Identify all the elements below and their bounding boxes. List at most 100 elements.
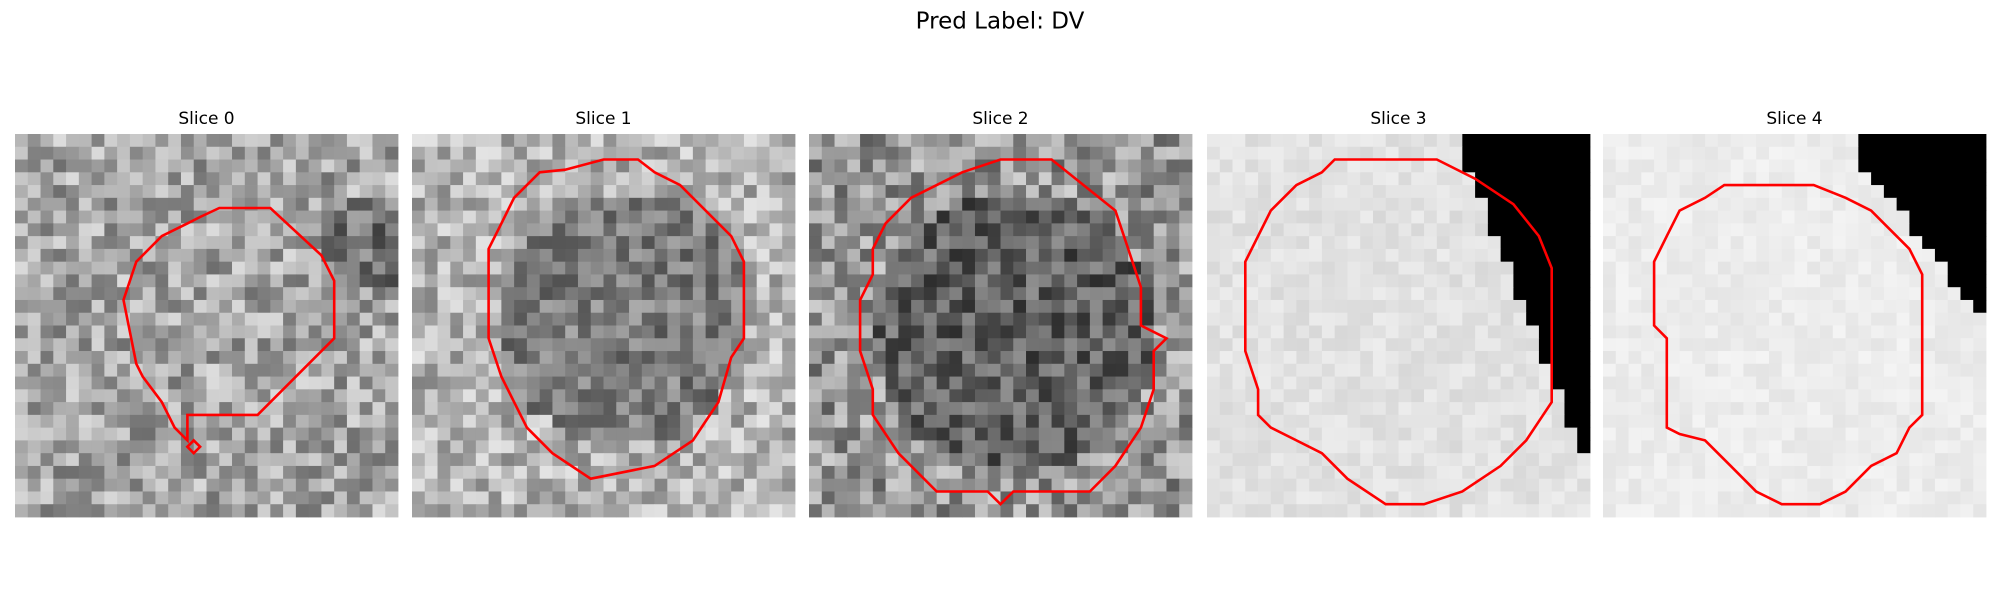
- pixel: [731, 274, 745, 288]
- pixel: [1807, 287, 1821, 301]
- pixel: [346, 376, 361, 390]
- pixel: [104, 351, 118, 365]
- pixel: [1385, 146, 1399, 160]
- pixel: [898, 478, 912, 492]
- pixel: [1577, 312, 1591, 326]
- pixel: [1628, 223, 1642, 237]
- pixel: [244, 261, 258, 275]
- pixel: [1781, 223, 1795, 237]
- pixel: [117, 504, 131, 518]
- pixel: [526, 197, 541, 211]
- pixel: [385, 236, 399, 250]
- pixel: [1705, 351, 1719, 365]
- pixel: [539, 185, 553, 199]
- pixel: [616, 312, 630, 326]
- pixel: [526, 351, 541, 365]
- pixel: [872, 210, 886, 224]
- pixel: [834, 491, 848, 505]
- pixel: [1832, 134, 1846, 148]
- pixel: [180, 223, 195, 237]
- pixel: [1077, 491, 1091, 505]
- pixel: [860, 312, 874, 326]
- pixel: [1564, 351, 1578, 365]
- pixel: [1679, 402, 1693, 416]
- pixel: [1449, 146, 1463, 160]
- pixel: [27, 287, 41, 301]
- pixel: [1883, 414, 1898, 429]
- pixel: [1871, 197, 1885, 211]
- pixel: [911, 274, 925, 288]
- pixel: [872, 159, 886, 173]
- pixel: [1666, 338, 1680, 352]
- pixel: [1207, 338, 1221, 352]
- pixel: [1360, 223, 1374, 237]
- pixel: [667, 261, 681, 275]
- pixel: [1730, 236, 1744, 250]
- pixel: [66, 453, 80, 467]
- pixel: [1717, 134, 1732, 148]
- pixel: [257, 465, 271, 480]
- pixel: [78, 274, 92, 288]
- pixel: [1258, 146, 1272, 160]
- pixel: [1487, 414, 1502, 429]
- pixel: [1475, 414, 1489, 429]
- pixel: [1064, 134, 1078, 148]
- pixel: [53, 440, 67, 454]
- pixel: [949, 312, 963, 326]
- pixel: [1309, 248, 1323, 263]
- pixel: [1424, 376, 1438, 390]
- pixel: [1283, 376, 1297, 390]
- pixel: [1526, 274, 1540, 288]
- pixel: [372, 197, 386, 211]
- pixel: [1462, 236, 1476, 250]
- pixel: [1743, 465, 1757, 480]
- pixel: [974, 351, 989, 365]
- pixel: [142, 414, 156, 429]
- pixel: [53, 402, 67, 416]
- pixel: [641, 146, 655, 160]
- pixel: [1896, 478, 1910, 492]
- pixel: [1398, 414, 1412, 429]
- pixel: [911, 312, 925, 326]
- pixel: [1487, 261, 1502, 275]
- pixel: [1973, 427, 1987, 441]
- pixel: [885, 338, 899, 352]
- pixel: [692, 248, 707, 263]
- pixel: [1064, 427, 1078, 441]
- pixel: [987, 185, 1001, 199]
- pixel: [1385, 261, 1399, 275]
- pixel: [1909, 146, 1923, 160]
- pixel: [1089, 287, 1104, 301]
- pixel: [1309, 274, 1323, 288]
- pixel: [923, 159, 938, 173]
- pixel: [193, 185, 207, 199]
- pixel: [1845, 172, 1859, 186]
- pixel: [1845, 351, 1859, 365]
- pixel: [1013, 172, 1027, 186]
- pixel: [78, 172, 92, 186]
- pixel: [1922, 312, 1936, 326]
- pixel: [1283, 491, 1297, 505]
- pixel: [1179, 440, 1193, 454]
- pixel: [743, 172, 758, 186]
- pixel: [1179, 223, 1193, 237]
- pixel: [514, 376, 528, 390]
- pixel: [667, 478, 681, 492]
- pixel: [372, 504, 386, 518]
- pixel: [346, 325, 361, 339]
- pixel: [923, 299, 938, 314]
- pixel: [756, 172, 770, 186]
- pixel: [1436, 261, 1450, 275]
- pixel: [1526, 351, 1540, 365]
- pixel: [1832, 197, 1846, 211]
- pixel: [1077, 197, 1091, 211]
- pixel: [1179, 159, 1193, 173]
- pixel: [654, 402, 668, 416]
- pixel: [1296, 465, 1310, 480]
- pixel: [834, 197, 848, 211]
- pixel: [488, 491, 502, 505]
- pixel: [1115, 261, 1129, 275]
- pixel: [1245, 465, 1259, 480]
- pixel: [667, 363, 681, 377]
- pixel: [1347, 491, 1361, 505]
